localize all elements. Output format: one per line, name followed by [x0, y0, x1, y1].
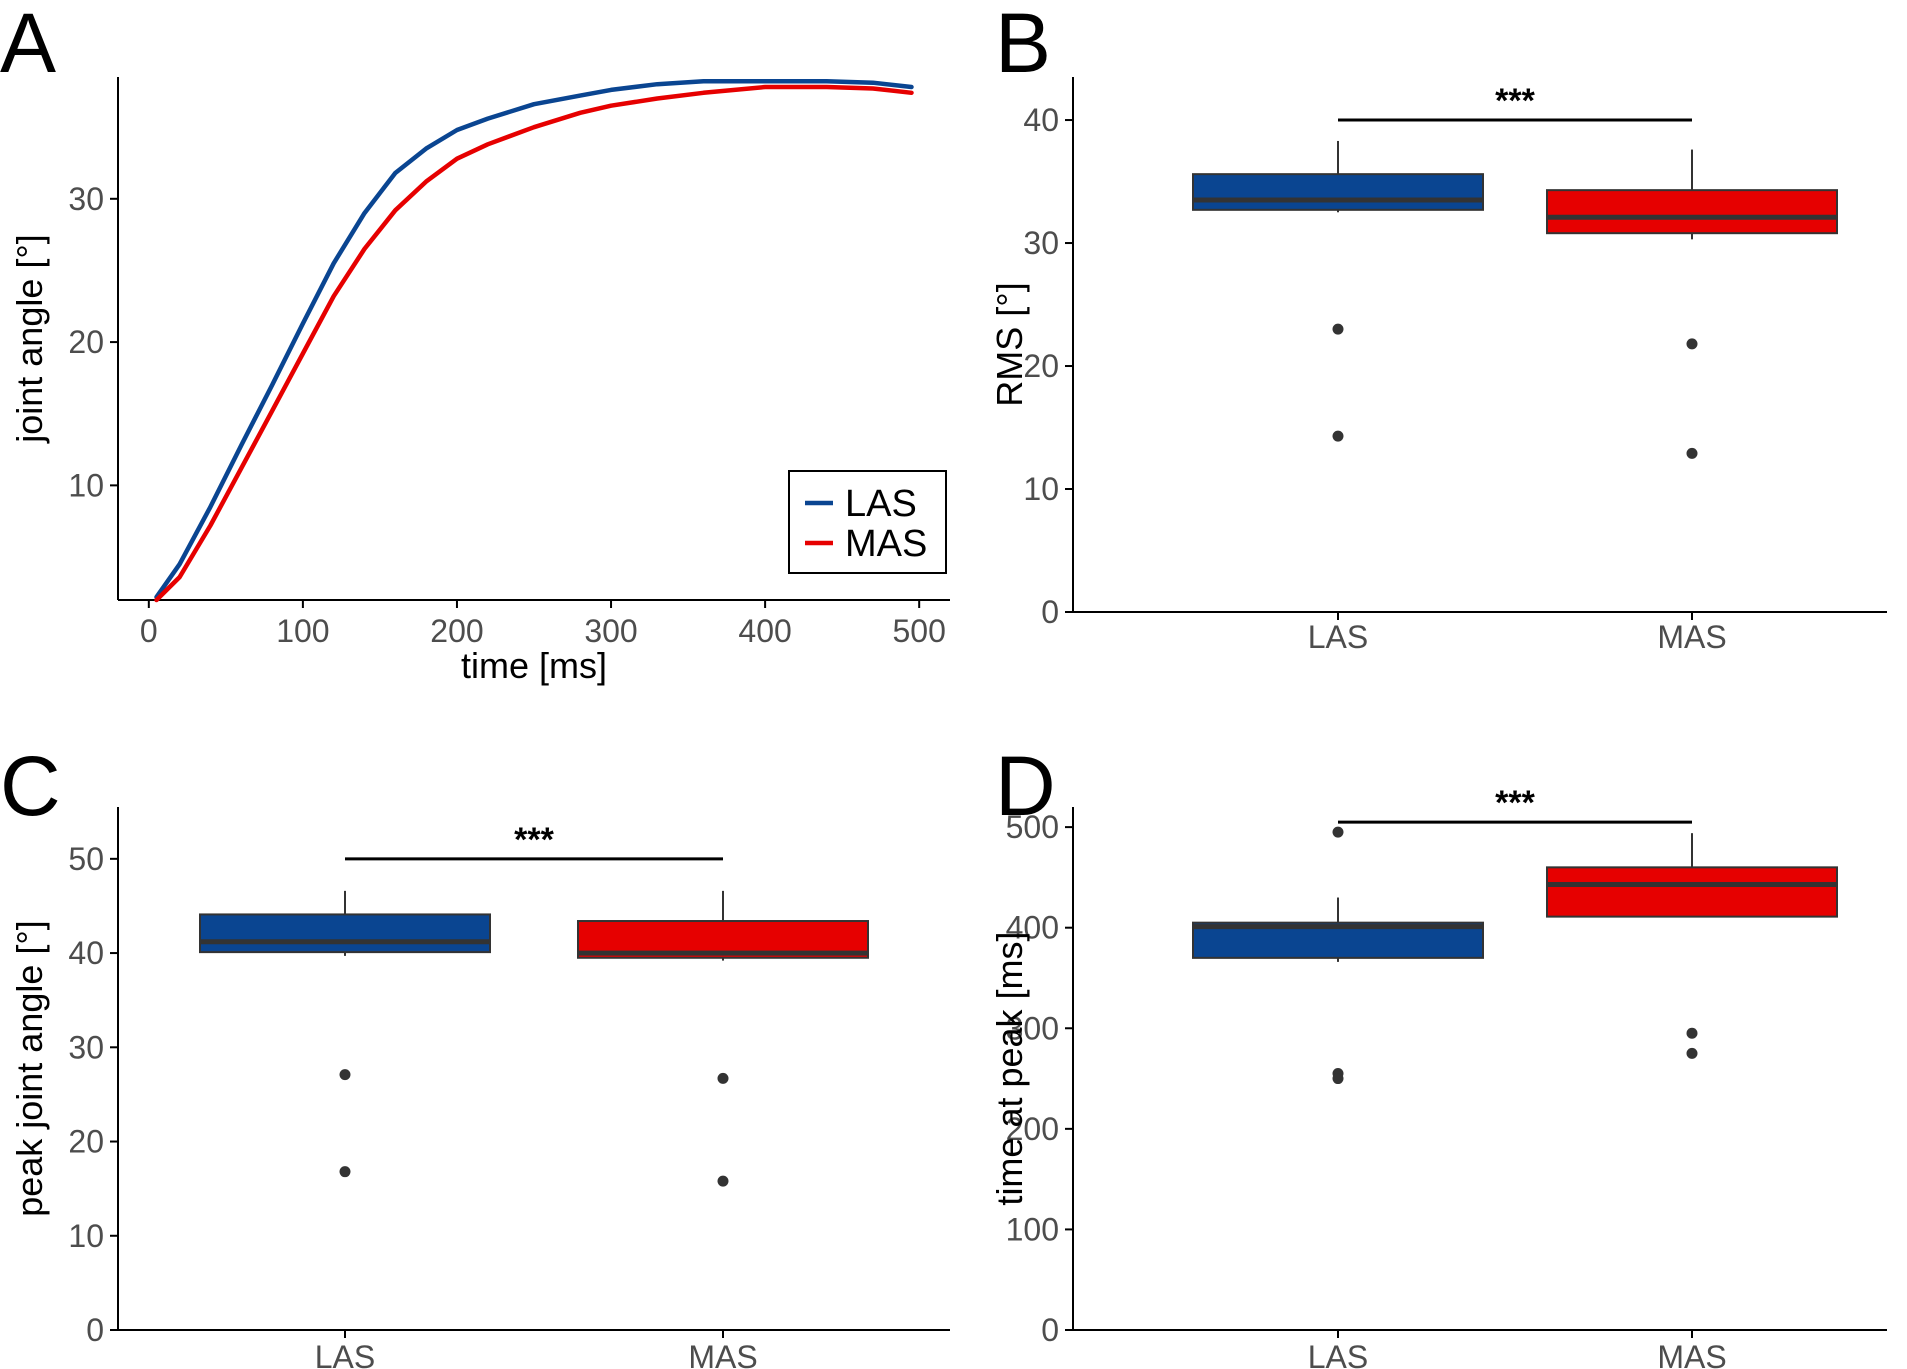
y-tick-label-C: 40 [68, 935, 104, 971]
y-tick-label-B: 10 [1023, 471, 1059, 507]
y-tick-label-D: 400 [1006, 910, 1059, 946]
legend-label-MAS: MAS [845, 523, 927, 565]
outlier-point-C-LAS [339, 1166, 351, 1178]
y-tick-label-B: 0 [1041, 594, 1059, 630]
outlier-point-D-MAS [1686, 1047, 1698, 1059]
x-tick-label-D-MAS: MAS [1657, 1339, 1726, 1369]
outlier-point-B-MAS [1686, 447, 1698, 459]
x-tick-label-A: 300 [584, 613, 637, 649]
legend-box [788, 470, 947, 574]
y-tick-label-B: 20 [1023, 348, 1059, 384]
x-tick-label-A: 100 [276, 613, 329, 649]
y-axis-title-D: time at peak [ms] [989, 931, 1030, 1205]
x-tick-label-A: 200 [430, 613, 483, 649]
box-B-MAS [1546, 189, 1838, 235]
outlier-point-B-LAS [1332, 430, 1344, 442]
y-axis-title-B: RMS [°] [989, 282, 1030, 406]
y-tick-label-B: 40 [1023, 102, 1059, 138]
legend-label-LAS: LAS [845, 483, 917, 525]
y-tick-label-A: 10 [68, 467, 104, 503]
panel-label-D: D [995, 739, 1056, 833]
x-tick-label-A: 400 [738, 613, 791, 649]
box-C-LAS [199, 913, 491, 954]
outlier-point-C-MAS [717, 1072, 729, 1084]
x-tick-label-C-LAS: LAS [315, 1339, 375, 1369]
significance-label-C: *** [514, 821, 554, 859]
y-tick-label-C: 0 [86, 1312, 104, 1348]
series-line-LAS [154, 79, 914, 600]
x-tick-label-A: 0 [140, 613, 158, 649]
x-axis-title-A: time [ms] [461, 645, 607, 686]
y-tick-label-C: 50 [68, 841, 104, 877]
box-B-LAS [1192, 173, 1484, 211]
outlier-point-C-LAS [339, 1069, 351, 1081]
outlier-point-D-LAS [1332, 1073, 1344, 1085]
panel-label-A: A [0, 0, 56, 90]
y-tick-label-A: 30 [68, 181, 104, 217]
y-tick-label-C: 20 [68, 1124, 104, 1160]
y-tick-label-C: 30 [68, 1029, 104, 1065]
x-tick-label-D-LAS: LAS [1308, 1339, 1368, 1369]
y-tick-label-D: 100 [1006, 1211, 1059, 1247]
y-tick-label-A: 20 [68, 324, 104, 360]
y-axis-title-A: joint angle [°] [9, 234, 50, 444]
y-axis-title-C: peak joint angle [°] [9, 920, 50, 1217]
x-tick-label-C-MAS: MAS [688, 1339, 757, 1369]
x-tick-label-A: 500 [892, 613, 945, 649]
outlier-point-D-LAS [1332, 826, 1344, 838]
y-tick-label-D: 200 [1006, 1111, 1059, 1147]
outlier-point-B-LAS [1332, 323, 1344, 335]
x-tick-label-B-MAS: MAS [1657, 619, 1726, 655]
y-tick-label-D: 500 [1006, 809, 1059, 845]
significance-label-D: *** [1495, 784, 1535, 822]
x-tick-label-B-LAS: LAS [1308, 619, 1368, 655]
panel-label-C: C [0, 739, 61, 833]
series-line-MAS [154, 84, 914, 603]
y-tick-label-D: 0 [1041, 1312, 1059, 1348]
y-tick-label-D: 300 [1006, 1010, 1059, 1046]
outlier-point-C-MAS [717, 1175, 729, 1187]
outlier-point-B-MAS [1686, 338, 1698, 350]
significance-label-B: *** [1495, 82, 1535, 120]
panel-label-B: B [995, 0, 1051, 90]
box-D-MAS [1546, 866, 1838, 918]
y-tick-label-C: 10 [68, 1218, 104, 1254]
outlier-point-D-MAS [1686, 1027, 1698, 1039]
y-tick-label-B: 30 [1023, 225, 1059, 261]
